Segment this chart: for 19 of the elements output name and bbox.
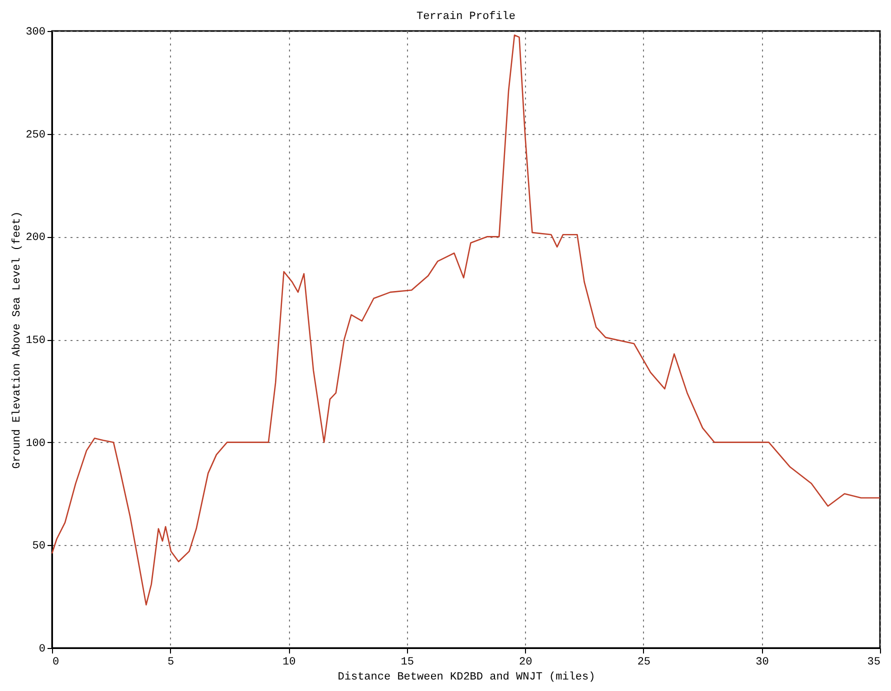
x-tick-label: 35	[867, 656, 880, 668]
x-tick-label: 10	[282, 656, 296, 668]
y-tick-label: 300	[26, 26, 46, 38]
y-tick-label: 250	[26, 129, 46, 142]
y-tick-label: 200	[26, 232, 46, 244]
x-axis-title: Distance Between KD2BD and WNJT (miles)	[338, 672, 596, 684]
x-tick-label: 0	[52, 656, 60, 668]
x-tick-label: 20	[519, 656, 532, 668]
line-series	[51, 34, 881, 606]
y-axis-title: Ground Elevation Above Sea Level (feet)	[12, 211, 24, 469]
x-tick-label: 5	[167, 656, 174, 668]
x-tick-label: 15	[400, 656, 414, 668]
y-tick-label: 50	[32, 540, 46, 553]
chart-title: Terrain Profile	[416, 11, 516, 23]
y-tick-label: 0	[38, 644, 46, 656]
y-tick-label: 150	[26, 335, 46, 347]
y-tick-label: 100	[26, 438, 46, 450]
x-tick-label: 25	[637, 656, 651, 668]
x-tick-label: 30	[756, 656, 769, 668]
